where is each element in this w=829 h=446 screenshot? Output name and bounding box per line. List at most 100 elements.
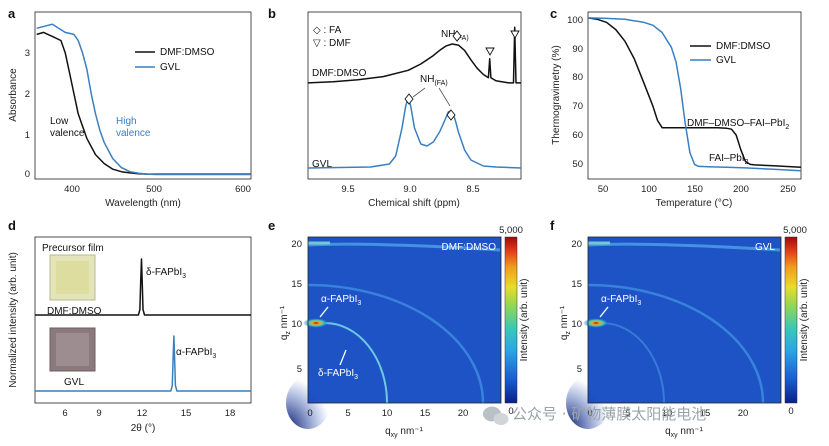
plot-frame [34,11,252,180]
precursor-film-label: Precursor film [42,243,104,254]
series-line-dmf-dmso [36,31,251,175]
x-axis-label: 2θ (°) [131,423,156,434]
map-title-gvl: GVL [755,242,775,253]
series-label-dmf-dmso: DMF:DMSO [312,68,367,79]
diffraction-ring-outer [307,283,485,404]
annotation-nh-fa: NH(FA) [420,74,448,87]
annotation-arrow [339,349,347,366]
series-label-gvl: GVL [312,159,332,170]
x-tick-label: 15 [700,408,711,419]
x-tick-label: 20 [458,408,469,419]
a-axis-ticks: 400 500 600 0 1 2 3 [25,48,251,195]
annotation-valence: valence [50,128,85,139]
x-tick-label: 600 [235,184,251,195]
fa-diamond-marker [446,109,456,121]
x-tick-label: 250 [780,184,796,195]
y-tick-label: 10 [291,319,302,330]
panel-letter-d: d [8,218,16,233]
x-tick-label: 20 [738,408,749,419]
panel-letter-c: c [550,6,557,21]
series-line-dmf-dmso [587,17,802,169]
panel-c: c 50 100 150 200 250 50 60 70 80 90 100 … [550,6,802,209]
peak-label-delta: δ-FAPbI3 [146,267,186,280]
annotation-nh-fa: NH(FA) [441,29,469,42]
annotation-alpha-fapbi3: α-FAPbI3 [601,294,641,307]
colorbar-label: Intensity (arb. unit) [519,279,530,362]
alpha-fapbi3-spot [303,318,329,328]
y-tick-label: 100 [567,15,583,26]
d-series-lines [35,258,251,392]
map-title-dmf-dmso: DMF:DMSO [442,242,497,253]
x-tick-label: 5 [625,408,630,419]
legend-fa: ◇ : FA [313,25,342,36]
diffraction-ring [601,322,665,404]
x-tick-label: 15 [420,408,431,419]
alpha-fapbi3-spot [583,318,609,328]
y-tick-label: 50 [572,159,583,170]
plot-frame [587,11,802,180]
x-tick-label: 0 [307,408,312,419]
dmf-triangle-marker [510,30,520,39]
series-line-gvl [307,97,522,169]
colorbar-max-label: 5,000 [499,225,523,236]
x-axis-label: qxy nm⁻¹ [665,426,704,439]
y-axis-label: qz nm⁻¹ [279,305,292,340]
annotation-fai-pbi2: FAI–PbI2 [709,153,749,166]
annotation-delta-fapbi3: δ-FAPbI3 [318,368,358,381]
diffraction-ring-outer [587,283,765,404]
series-line-dmf-dmso [307,26,521,84]
x-tick-label: 9.5 [341,184,354,195]
legend-label-dmf-dmso: DMF:DMSO [716,41,771,52]
series-line-gvl [587,17,802,172]
plot-frame [587,236,782,404]
y-tick-label: 90 [572,44,583,55]
x-tick-label: 10 [662,408,673,419]
annotation-high: High [116,116,137,127]
x-axis-label: Wavelength (nm) [105,198,181,209]
colorbar-min-label: 0 [508,406,513,417]
legend-label-dmf-dmso: DMF:DMSO [160,47,215,58]
y-axis-label: qz nm⁻¹ [559,305,572,340]
watermark: 公众号 · 矿物薄膜太阳能电池 [483,405,706,425]
x-tick-label: 0 [587,408,592,419]
series-line-gvl [36,23,251,176]
x-tick-label: 50 [598,184,609,195]
colorbar-label: Intensity (arb. unit) [799,279,810,362]
plot-frame [307,236,502,404]
y-tick-label: 0 [25,169,30,180]
y-axis-label: Normalized intensity (arb. unit) [8,252,19,388]
colorbar [504,236,518,404]
y-tick-label: 70 [572,101,583,112]
annotation-arrow [599,306,609,318]
film-photo-inner [56,261,89,294]
x-tick-label: 12 [137,408,148,419]
y-tick-label: 10 [571,319,582,330]
fa-diamond-marker [452,30,462,42]
y-tick-label: 2 [25,89,30,100]
panel-letter-a: a [8,6,16,21]
a-series-lines [36,23,251,176]
x-tick-label: 18 [225,408,236,419]
plot-frame [34,236,252,404]
plot-frame [307,11,522,180]
panel-f: f GVL α-FAPbI3 0 5 10 15 20 5 10 15 20 q… [550,218,810,439]
colorbar-max-label: 5,000 [783,225,807,236]
c-series-lines [587,17,802,172]
y-tick-label: 60 [572,130,583,141]
map-background-tint [308,237,501,403]
panel-e: e DMF:DMSO α-FAPbI3 δ-FAPbI3 0 5 10 15 2… [268,218,530,439]
annotation-alpha-fapbi3: α-FAPbI3 [321,294,361,307]
x-axis-label: Chemical shift (ppm) [368,198,460,209]
x-tick-label: 10 [382,408,393,419]
y-tick-label: 5 [297,364,302,375]
panel-b: b 9.5 9.0 8.5 Chemical shift (ppm) ◇ : F… [268,6,522,209]
x-tick-label: 9.0 [403,184,416,195]
giwaxs-map-e [308,237,501,403]
annotation-dmf-dmso-fai-pbi2: DMF–DMSO–FAI–PbI2 [687,118,789,131]
x-tick-label: 200 [733,184,749,195]
x-tick-label: 6 [62,408,67,419]
panel-letter-b: b [268,6,276,21]
annotation-arrow [438,87,451,107]
delta-fapbi3-ring [324,322,388,404]
